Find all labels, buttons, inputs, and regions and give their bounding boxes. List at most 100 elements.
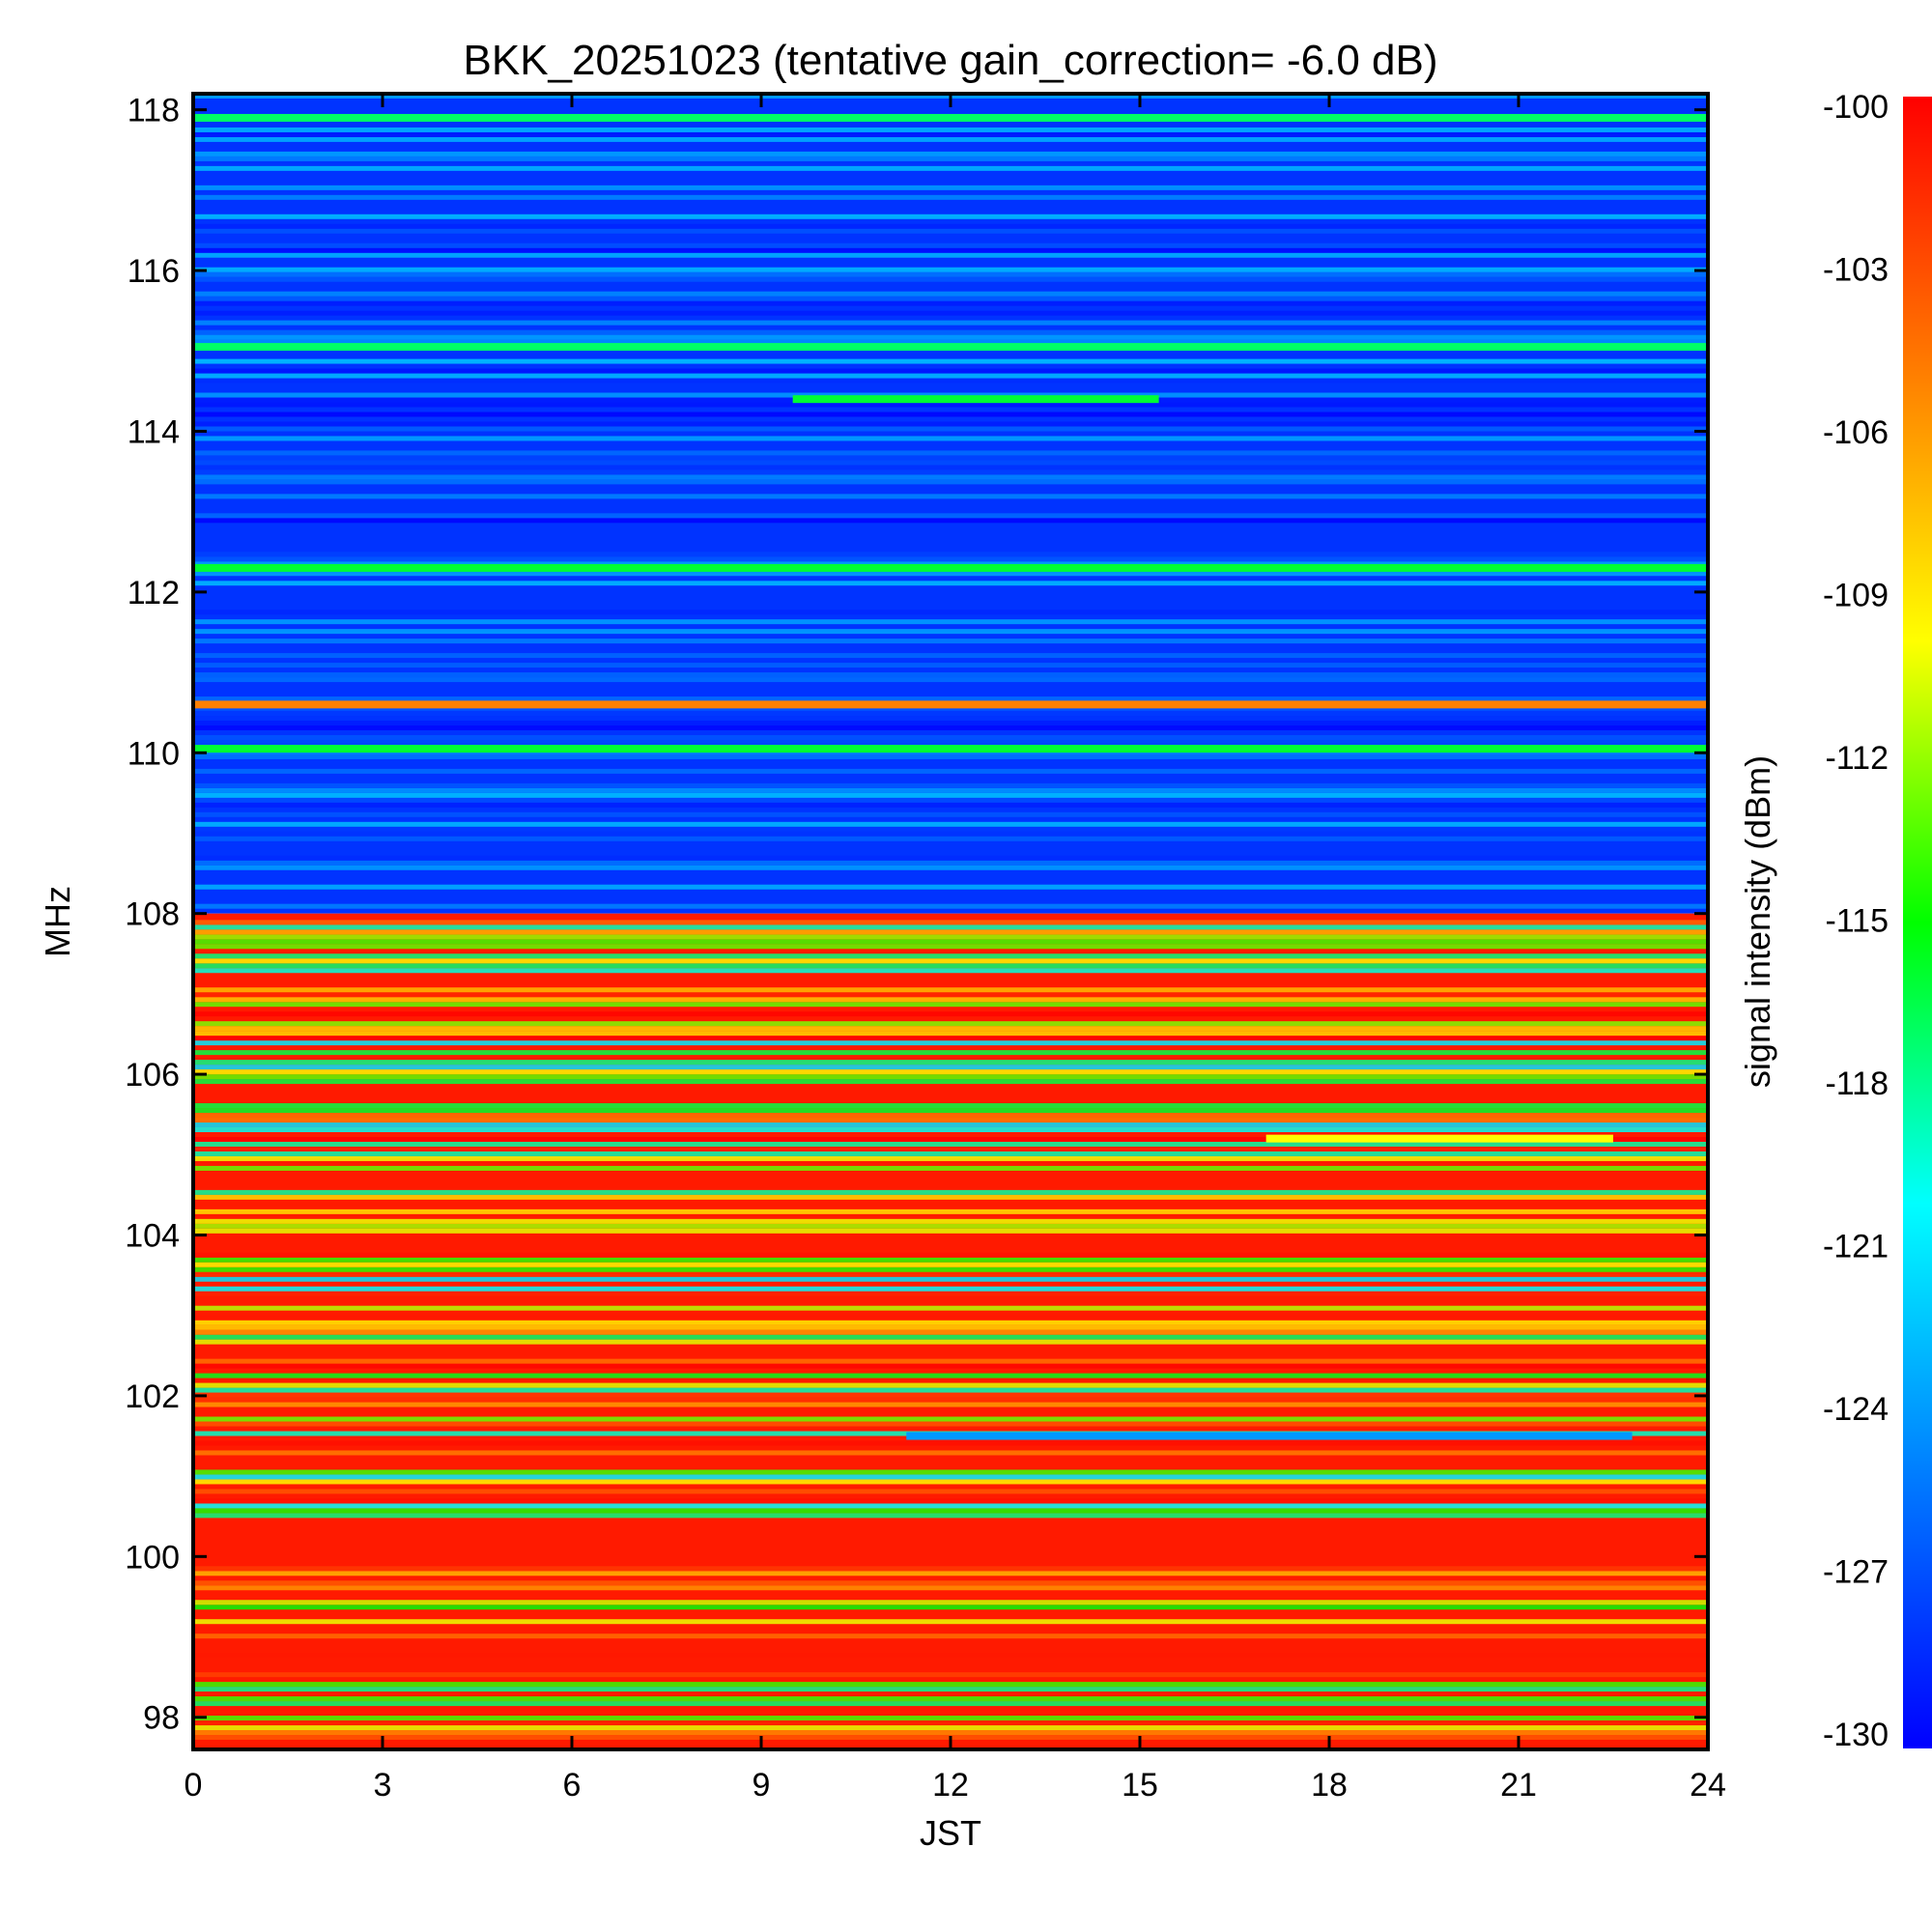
frequency-row xyxy=(193,271,1708,277)
frequency-row xyxy=(193,1730,1708,1736)
frequency-row xyxy=(193,782,1708,788)
frequency-row xyxy=(193,610,1708,615)
frequency-row xyxy=(193,474,1708,480)
frequency-row xyxy=(193,1257,1708,1263)
frequency-row xyxy=(193,1489,1708,1494)
frequency-row xyxy=(193,1580,1708,1586)
frequency-row xyxy=(193,711,1708,716)
frequency-row xyxy=(193,1151,1708,1156)
colorbar-tick-label: -121 xyxy=(1823,1229,1889,1265)
y-tick-label: 106 xyxy=(125,1057,180,1094)
frequency-row xyxy=(193,924,1708,930)
frequency-row xyxy=(193,1634,1708,1639)
frequency-row xyxy=(193,1031,1708,1037)
frequency-row xyxy=(193,131,1708,137)
frequency-row xyxy=(193,1474,1708,1480)
frequency-row xyxy=(193,1218,1708,1224)
frequency-row xyxy=(193,903,1708,909)
frequency-row xyxy=(193,1127,1708,1132)
frequency-row xyxy=(193,329,1708,335)
x-tick-label: 15 xyxy=(1122,1767,1158,1804)
frequency-row xyxy=(193,300,1708,306)
frequency-row xyxy=(193,1262,1708,1267)
frequency-row xyxy=(193,556,1708,562)
frequency-row xyxy=(193,421,1708,427)
y-tick-label: 98 xyxy=(143,1700,180,1737)
frequency-row xyxy=(193,494,1708,499)
frequency-row xyxy=(193,1672,1708,1678)
frequency-row xyxy=(193,213,1708,219)
frequency-row xyxy=(193,1103,1708,1109)
frequency-row xyxy=(193,358,1708,364)
colorbar-tick-label: -127 xyxy=(1823,1554,1889,1591)
frequency-row xyxy=(193,1079,1708,1085)
frequency-row xyxy=(193,1065,1708,1070)
frequency-row xyxy=(193,836,1708,841)
frequency-row xyxy=(193,992,1708,998)
frequency-row xyxy=(193,1165,1708,1171)
frequency-row xyxy=(193,1605,1708,1610)
colorbar-tick-label: -115 xyxy=(1825,903,1889,940)
frequency-row xyxy=(193,787,1708,793)
frequency-row xyxy=(193,855,1708,861)
frequency-row xyxy=(193,1021,1708,1027)
frequency-row xyxy=(193,136,1708,142)
colorbar-label: signal intensity (dBm) xyxy=(1738,755,1777,1088)
frequency-row xyxy=(193,1194,1708,1200)
frequency-row xyxy=(193,1701,1708,1707)
frequency-row xyxy=(193,127,1708,132)
frequency-row xyxy=(193,865,1708,870)
frequency-row xyxy=(193,402,1708,408)
frequency-row xyxy=(193,1392,1708,1398)
x-tick-label: 9 xyxy=(753,1767,771,1804)
frequency-row xyxy=(193,920,1708,925)
frequency-row xyxy=(193,720,1708,725)
frequency-row xyxy=(193,1208,1708,1214)
frequency-row xyxy=(193,469,1708,475)
colorbar-tick-label: -118 xyxy=(1825,1065,1889,1102)
frequency-row xyxy=(193,1334,1708,1340)
frequency-row xyxy=(193,696,1708,702)
frequency-row xyxy=(193,1286,1708,1292)
frequency-row xyxy=(193,1026,1708,1032)
frequency-row xyxy=(193,1122,1708,1128)
frequency-row xyxy=(193,929,1708,935)
colorbar-tick-label: -106 xyxy=(1823,414,1889,451)
frequency-row xyxy=(193,1136,1708,1142)
colorbar-tick-label: -100 xyxy=(1823,89,1889,126)
frequency-row xyxy=(193,1069,1708,1075)
frequency-row xyxy=(193,247,1708,253)
frequency-row xyxy=(193,339,1708,345)
frequency-row xyxy=(193,939,1708,945)
frequency-row xyxy=(193,1619,1708,1625)
frequency-row xyxy=(193,826,1708,832)
frequency-row xyxy=(193,354,1708,359)
signals xyxy=(193,113,1708,1440)
signal-line xyxy=(193,563,1708,572)
frequency-row xyxy=(193,797,1708,803)
frequency-row xyxy=(193,1387,1708,1393)
frequency-row xyxy=(193,450,1708,456)
frequency-row xyxy=(193,1305,1708,1311)
frequency-row xyxy=(193,310,1708,316)
frequency-row xyxy=(193,368,1708,374)
frequency-row xyxy=(193,1421,1708,1427)
frequency-row xyxy=(193,552,1708,557)
frequency-row xyxy=(193,997,1708,1003)
frequency-row xyxy=(193,291,1708,297)
frequency-row xyxy=(193,252,1708,258)
heatmap-area xyxy=(193,94,1708,1749)
frequency-row xyxy=(193,792,1708,798)
frequency-row xyxy=(193,1324,1708,1330)
frequency-row xyxy=(193,968,1708,974)
frequency-row xyxy=(193,1271,1708,1277)
frequency-row xyxy=(193,987,1708,993)
frequency-row xyxy=(193,1682,1708,1688)
frequency-row xyxy=(193,373,1708,379)
colorbar-tick-label: -103 xyxy=(1823,252,1889,289)
frequency-row xyxy=(193,653,1708,659)
frequency-row xyxy=(193,1036,1708,1041)
colorbar-ticks: -100 -103 -106 -109 -112 -115 -118 -121 -124 -127… xyxy=(1823,89,1889,1753)
frequency-row xyxy=(193,1040,1708,1046)
